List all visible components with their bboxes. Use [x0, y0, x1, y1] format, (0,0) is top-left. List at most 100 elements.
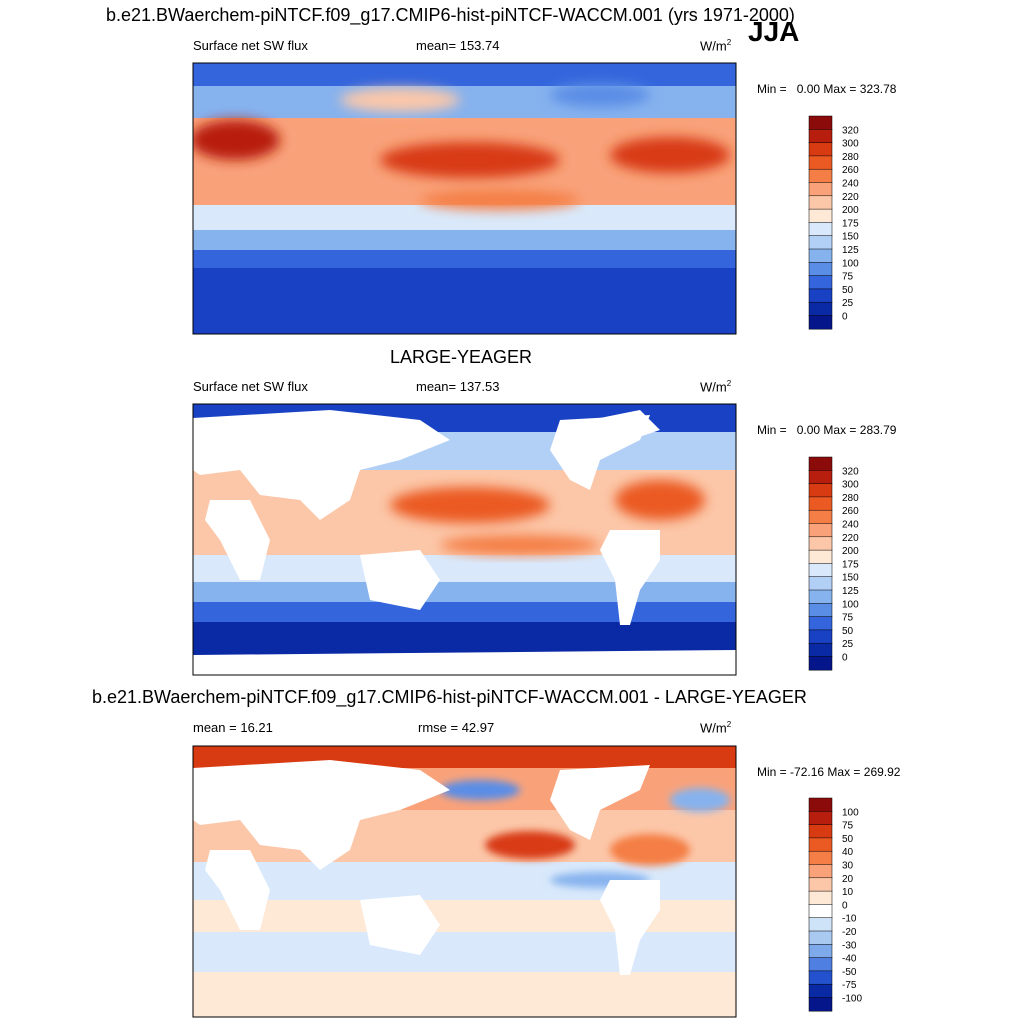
panel2-south-pacific	[440, 535, 600, 555]
panel1-colorbar-box	[808, 301, 833, 317]
panel1-colorbar-label: 280	[842, 152, 859, 163]
panel1-minmax: Min = 0.00 Max = 323.78	[757, 82, 897, 96]
panel3-band-southern-ocean	[193, 932, 736, 972]
panel2-colorbar-box	[808, 656, 833, 671]
panel3-colorbar-label: 75	[842, 821, 854, 832]
panel1-colorbar-box	[808, 168, 833, 184]
panel2-colorbar-box	[808, 536, 833, 551]
panel2-units: W/m2	[700, 379, 732, 395]
panel3-colorbar-box	[808, 890, 833, 906]
panel3-colorbar-box	[808, 824, 833, 839]
panel1-colorbar-label: 100	[842, 258, 859, 269]
panel1-colorbar-box	[808, 208, 833, 224]
panel1-colorbar-box	[808, 129, 833, 144]
panel1-pacific-max	[380, 142, 560, 178]
panel3-colorbar-label: -40	[842, 954, 857, 965]
panel2-colorbar-box	[808, 470, 833, 485]
panel1-band-antarctic	[193, 268, 736, 334]
panel1-colorbar-box	[808, 142, 833, 157]
panel2-colorbar-label: 0	[842, 653, 848, 664]
panel3-colorbar-label: 50	[842, 834, 854, 845]
panel1-colorbar-box	[808, 115, 833, 130]
panel1-colorbar-box	[808, 222, 833, 237]
panel3-colorbar-box	[808, 997, 833, 1012]
panel1-band-southern-ocean	[193, 250, 736, 270]
panel1-south-pacific	[420, 190, 580, 210]
panel3-colorbar-label: -100	[842, 994, 862, 1005]
figure-title: b.e21.BWaerchem-piNTCF.f09_g17.CMIP6-his…	[106, 5, 795, 25]
panel2-band-south-mid	[193, 582, 736, 604]
panel1-band-south-mid	[193, 230, 736, 252]
panel3-colorbar-box	[808, 904, 833, 919]
panel3-atlantic-max	[610, 834, 690, 866]
panel1-colorbar-box	[808, 275, 833, 290]
panel3-units: W/m2	[700, 720, 732, 736]
panel2-colorbar-label: 175	[842, 559, 859, 570]
panel2-colorbar-label: 50	[842, 626, 854, 637]
panel1-map	[193, 63, 736, 334]
panel2-colorbar-box	[808, 563, 833, 578]
panel1-colorbar-label: 0	[842, 312, 848, 323]
panel1-colorbar-box	[808, 248, 833, 263]
panel1-variable: Surface net SW flux	[193, 38, 308, 53]
panel3-pacific-max	[485, 831, 575, 859]
panel2-colorbar-label: 280	[842, 493, 859, 504]
panel1-mean: mean= 153.74	[416, 38, 500, 53]
panel3-minmax: Min = -72.16 Max = 269.92	[757, 765, 901, 779]
panel3-colorbar-box	[808, 837, 833, 852]
panel2-map	[193, 404, 736, 675]
panel3-colorbar-box	[808, 850, 833, 866]
panel1-colorbar-label: 175	[842, 218, 859, 229]
panel3-north-pacific-min	[440, 780, 520, 800]
panel1-sahara-max	[193, 120, 280, 160]
panel2-colorbar-label: 220	[842, 533, 859, 544]
panel1-greenland	[550, 83, 650, 107]
panel3-colorbar-label: 100	[842, 807, 859, 818]
panel1-colorbar-label: 50	[842, 285, 854, 296]
panel3-north-atlantic-min	[670, 788, 730, 812]
panel2-colorbar-box	[808, 616, 833, 631]
panel3-colorbar-label: 10	[842, 887, 854, 898]
panel3-map	[193, 746, 736, 1017]
panel3-colorbar-label: -75	[842, 980, 857, 991]
panel3-colorbar-label: -50	[842, 967, 857, 978]
panel1-colorbar-box	[808, 288, 833, 303]
panel1-colorbar-box	[808, 155, 833, 170]
panel1-colorbar-box	[808, 315, 833, 330]
panel2-colorbar-box	[808, 576, 833, 591]
panel1-frame	[192, 62, 737, 335]
panel3-colorbar-box	[808, 944, 833, 959]
panel2-minmax: Min = 0.00 Max = 283.79	[757, 423, 897, 437]
panel1-siberia	[340, 88, 460, 112]
panel3-colorbar-box	[808, 811, 833, 826]
panel1-band-south-subtropics	[193, 205, 736, 233]
panel1-colorbar-label: 25	[842, 298, 854, 309]
panel3-colorbar-label: 30	[842, 861, 854, 872]
panel2-colorbar-box	[808, 483, 833, 498]
panel2-colorbar-box	[808, 629, 833, 644]
panel1-colorbar-label: 125	[842, 245, 859, 256]
panel3-frame	[192, 745, 737, 1018]
panel3-colorbar-box	[808, 930, 833, 945]
panel3-colorbar-label: -10	[842, 914, 857, 925]
panel3-colorbar-box	[808, 970, 833, 985]
panel2-colorbar-box	[808, 549, 833, 565]
panel1-units: W/m2	[700, 38, 732, 54]
panel1-colorbar-box	[808, 182, 833, 197]
panel2-pacific-max	[390, 487, 550, 523]
panel2-colorbar-box	[808, 589, 833, 604]
panel3-colorbar-box	[808, 983, 833, 999]
panel2-colorbar-label: 300	[842, 480, 859, 491]
panel1-colorbar-label: 150	[842, 232, 859, 243]
panel3-rmse: rmse = 42.97	[418, 720, 495, 735]
panel3-mean: mean = 16.21	[193, 720, 273, 735]
panel1-atlantic-max	[610, 137, 730, 173]
panel2-colorbar-label: 125	[842, 586, 859, 597]
panel1-colorbar-label: 260	[842, 165, 859, 176]
panel1-colorbar-box	[808, 262, 833, 277]
panel3-colorbar-box	[808, 877, 833, 892]
panel2-variable: Surface net SW flux	[193, 379, 308, 394]
panel3-colorbar-box	[808, 797, 833, 812]
panel2-colorbar-label: 320	[842, 466, 859, 477]
panel2-colorbar-label: 100	[842, 599, 859, 610]
